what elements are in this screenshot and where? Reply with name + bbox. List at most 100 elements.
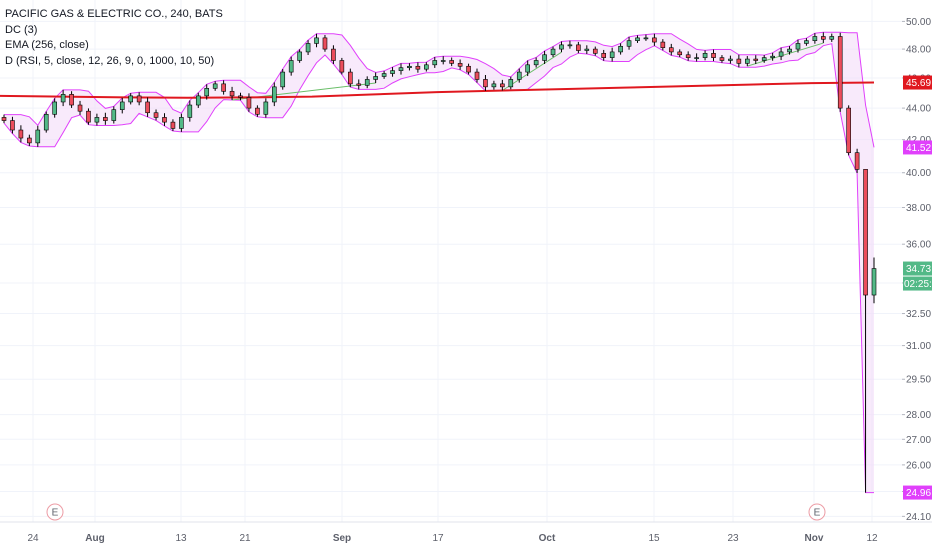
candle[interactable] bbox=[871, 257, 877, 304]
candle[interactable] bbox=[778, 47, 784, 61]
candle[interactable] bbox=[1, 114, 7, 124]
candle[interactable] bbox=[652, 33, 657, 46]
candle[interactable] bbox=[694, 53, 699, 62]
candle[interactable] bbox=[508, 76, 514, 90]
legend-ema[interactable]: EMA (256, close) bbox=[5, 39, 89, 51]
candle[interactable] bbox=[43, 111, 49, 133]
candle[interactable] bbox=[111, 106, 117, 124]
candle[interactable] bbox=[440, 56, 446, 65]
candle[interactable] bbox=[27, 134, 32, 146]
candle[interactable] bbox=[483, 75, 488, 91]
candle[interactable] bbox=[331, 45, 336, 64]
candle[interactable] bbox=[229, 86, 235, 100]
candle[interactable] bbox=[314, 33, 319, 48]
candle[interactable] bbox=[136, 92, 142, 106]
candle[interactable] bbox=[432, 57, 438, 68]
candle[interactable] bbox=[804, 38, 809, 46]
candle[interactable] bbox=[10, 116, 15, 134]
candle[interactable] bbox=[491, 80, 497, 90]
candle[interactable] bbox=[246, 93, 252, 112]
candle[interactable] bbox=[103, 112, 108, 125]
candle[interactable] bbox=[643, 34, 649, 41]
candle[interactable] bbox=[592, 46, 598, 56]
candle[interactable] bbox=[221, 80, 226, 95]
candle[interactable] bbox=[745, 56, 750, 67]
candle[interactable] bbox=[668, 43, 674, 56]
candle[interactable] bbox=[635, 35, 640, 43]
candle[interactable] bbox=[711, 49, 716, 62]
candle[interactable] bbox=[533, 57, 539, 68]
candle[interactable] bbox=[373, 72, 378, 84]
candle[interactable] bbox=[204, 84, 210, 100]
candle[interactable] bbox=[407, 63, 412, 71]
candle[interactable] bbox=[846, 105, 851, 156]
candles[interactable] bbox=[1, 32, 877, 493]
candle[interactable] bbox=[153, 109, 159, 121]
candle[interactable] bbox=[584, 45, 590, 54]
candle[interactable] bbox=[601, 49, 607, 61]
candle[interactable] bbox=[69, 91, 74, 108]
candle[interactable] bbox=[170, 119, 176, 132]
candle[interactable] bbox=[179, 113, 184, 132]
candle[interactable] bbox=[322, 34, 328, 52]
candle[interactable] bbox=[449, 57, 454, 67]
candle[interactable] bbox=[457, 59, 463, 70]
candle[interactable] bbox=[736, 54, 742, 68]
candle[interactable] bbox=[288, 56, 294, 76]
candle[interactable] bbox=[86, 108, 91, 125]
candle[interactable] bbox=[618, 43, 623, 55]
candle[interactable] bbox=[348, 68, 353, 88]
candle[interactable] bbox=[60, 89, 66, 107]
candle[interactable] bbox=[119, 97, 125, 114]
candle[interactable] bbox=[702, 50, 708, 61]
candle[interactable] bbox=[263, 98, 269, 118]
candle[interactable] bbox=[609, 47, 615, 62]
candle[interactable] bbox=[162, 113, 167, 126]
candle[interactable] bbox=[255, 105, 260, 117]
candle[interactable] bbox=[719, 55, 725, 63]
candle[interactable] bbox=[559, 41, 564, 53]
candle[interactable] bbox=[576, 41, 581, 54]
candle[interactable] bbox=[195, 92, 201, 108]
candle[interactable] bbox=[728, 55, 733, 64]
candle[interactable] bbox=[787, 46, 792, 55]
candle[interactable] bbox=[212, 81, 218, 91]
candle[interactable] bbox=[381, 70, 387, 79]
candle[interactable] bbox=[466, 63, 471, 75]
candle[interactable] bbox=[280, 69, 286, 90]
candle[interactable] bbox=[52, 98, 57, 118]
time-axis[interactable]: 24 Aug 13 21 Sep 17 Oct 15 23 Nov 12 bbox=[0, 521, 932, 550]
candle[interactable] bbox=[542, 50, 547, 64]
candle[interactable] bbox=[854, 148, 860, 174]
candle[interactable] bbox=[795, 39, 801, 53]
legend-d[interactable]: D (RSI, 5, close, 12, 26, 9, 0, 1000, 10… bbox=[5, 54, 215, 67]
candle[interactable] bbox=[77, 100, 83, 115]
candle[interactable] bbox=[500, 79, 505, 91]
candle[interactable] bbox=[761, 55, 767, 63]
candle[interactable] bbox=[770, 52, 775, 61]
candle[interactable] bbox=[424, 62, 429, 72]
candle[interactable] bbox=[753, 55, 759, 64]
legend-title[interactable]: PACIFIC GAS & ELECTRIC CO., 240, BATS bbox=[5, 8, 223, 20]
candle[interactable] bbox=[35, 125, 41, 147]
candle[interactable] bbox=[18, 125, 24, 143]
candle[interactable] bbox=[829, 33, 835, 42]
candle[interactable] bbox=[821, 32, 826, 44]
candle[interactable] bbox=[550, 46, 556, 58]
candle[interactable] bbox=[305, 40, 311, 55]
candle[interactable] bbox=[128, 93, 133, 105]
candle[interactable] bbox=[390, 67, 395, 77]
candle[interactable] bbox=[271, 82, 277, 107]
candle[interactable] bbox=[415, 62, 421, 73]
candle[interactable] bbox=[660, 39, 666, 51]
candle[interactable] bbox=[364, 76, 370, 89]
candle[interactable] bbox=[398, 63, 404, 75]
candle[interactable] bbox=[94, 113, 100, 126]
candle[interactable] bbox=[626, 36, 632, 50]
candle[interactable] bbox=[297, 49, 302, 63]
candle[interactable] bbox=[339, 57, 345, 75]
candle[interactable] bbox=[567, 40, 573, 49]
candle[interactable] bbox=[145, 97, 150, 117]
